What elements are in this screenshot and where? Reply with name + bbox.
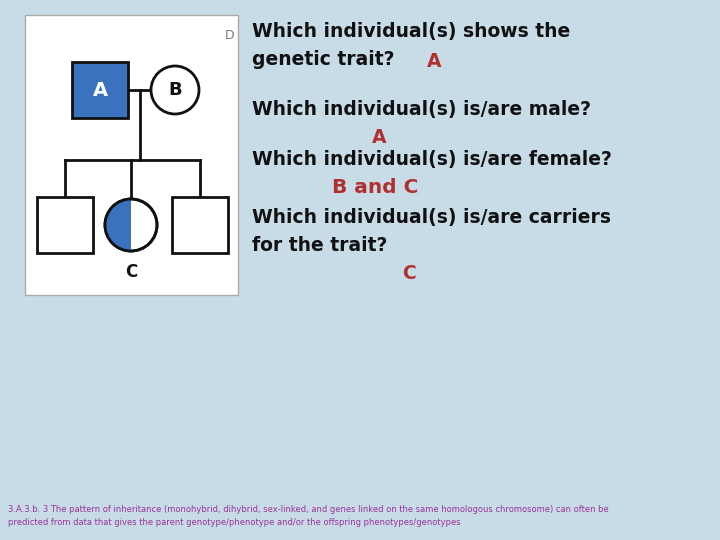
Text: genetic trait?: genetic trait? xyxy=(252,50,395,69)
Text: for the trait?: for the trait? xyxy=(252,236,387,255)
Circle shape xyxy=(151,66,199,114)
Bar xyxy=(25,15,238,295)
Text: B: B xyxy=(168,81,182,99)
Text: D: D xyxy=(225,29,234,42)
Text: A: A xyxy=(427,52,441,71)
Wedge shape xyxy=(105,199,131,251)
Text: Which individual(s) is/are carriers: Which individual(s) is/are carriers xyxy=(252,208,611,227)
Text: Which individual(s) shows the: Which individual(s) shows the xyxy=(252,22,570,41)
Bar xyxy=(72,62,128,118)
Text: C: C xyxy=(402,264,415,283)
Bar xyxy=(37,197,93,253)
Text: B and C: B and C xyxy=(332,178,418,197)
Text: C: C xyxy=(125,263,137,281)
Text: Which individual(s) is/are female?: Which individual(s) is/are female? xyxy=(252,150,612,169)
Text: A: A xyxy=(372,128,387,147)
Text: Which individual(s) is/are male?: Which individual(s) is/are male? xyxy=(252,100,591,119)
Bar xyxy=(172,197,228,253)
Text: predicted from data that gives the parent genotype/phenotype and/or the offsprin: predicted from data that gives the paren… xyxy=(8,518,461,527)
Circle shape xyxy=(105,199,157,251)
Text: A: A xyxy=(92,80,107,99)
Text: 3.A.3.b. 3 The pattern of inheritance (monohybrid, dihybrid, sex-linked, and gen: 3.A.3.b. 3 The pattern of inheritance (m… xyxy=(8,505,608,514)
